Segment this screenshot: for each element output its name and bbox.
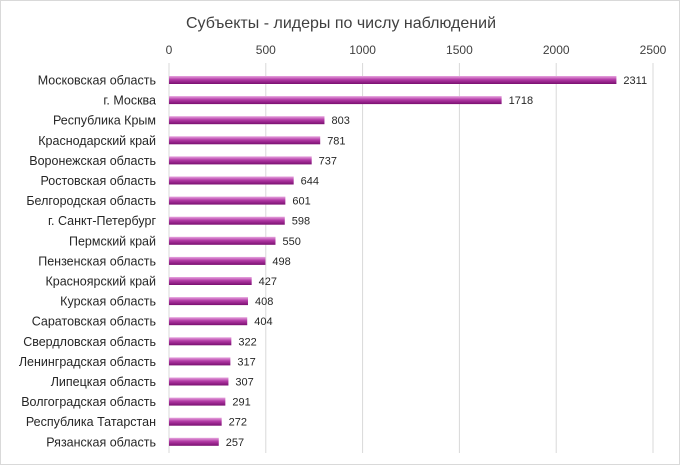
category-label: Липецкая область [51, 375, 156, 389]
data-label: 601 [292, 196, 310, 208]
bar [169, 136, 321, 145]
x-tick-label: 500 [256, 43, 276, 57]
category-label: Красноярский край [45, 275, 156, 289]
data-label: 322 [238, 336, 256, 348]
x-tick-label: 0 [166, 43, 173, 57]
category-label: Белгородская область [26, 194, 156, 208]
data-label: 737 [319, 155, 337, 167]
data-label: 427 [259, 276, 277, 288]
x-tick-label: 2000 [543, 43, 570, 57]
data-label: 2311 [623, 75, 647, 87]
data-label: 257 [226, 437, 244, 449]
category-label: Республика Татарстан [26, 415, 156, 429]
bar [169, 96, 502, 105]
category-label: Воронежская область [29, 154, 156, 168]
x-axis-ticks: 0 500 1000 1500 2000 2500 [166, 43, 667, 57]
category-label: Курская область [60, 295, 156, 309]
bar [169, 76, 617, 84]
category-label: Республика Крым [53, 114, 156, 128]
bar [169, 417, 222, 426]
bar [169, 176, 294, 185]
category-label: Свердловская область [23, 335, 156, 349]
bar [169, 317, 248, 326]
x-tick-label: 1500 [446, 43, 473, 57]
category-label: Ленинградская область [19, 355, 156, 369]
x-tick-label: 2500 [640, 43, 667, 57]
bar [169, 297, 248, 306]
category-label: Пензенская область [38, 254, 156, 268]
bar [169, 196, 286, 205]
bar [169, 116, 325, 125]
category-label: Московская область [38, 74, 156, 88]
data-label: 1718 [509, 95, 533, 107]
bar [169, 277, 252, 285]
data-label: 550 [282, 236, 300, 248]
data-label: 644 [301, 176, 319, 188]
category-label: Саратовская область [32, 315, 156, 329]
data-label: 272 [229, 417, 247, 429]
chart-title: Субъекты - лидеры по числу наблюдений [186, 15, 496, 32]
data-label: 498 [272, 256, 290, 268]
data-label: 781 [327, 135, 345, 147]
bar [169, 397, 226, 406]
data-label: 317 [237, 356, 255, 368]
category-label: Волгоградская область [21, 395, 156, 409]
data-label: 291 [232, 397, 250, 409]
bar [169, 437, 219, 446]
x-tick-label: 1000 [349, 43, 376, 57]
category-label: Краснодарский край [38, 134, 156, 148]
data-label: 408 [255, 296, 273, 308]
bar [169, 357, 231, 366]
bar [169, 256, 266, 265]
bar [169, 156, 312, 165]
bar [169, 236, 276, 245]
bar [169, 377, 229, 386]
gridlines [168, 63, 654, 453]
category-label: Рязанская область [46, 435, 156, 449]
bar [169, 337, 232, 346]
data-label: 307 [235, 377, 253, 389]
category-label: Ростовская область [41, 174, 157, 188]
bar [169, 216, 285, 225]
category-label: г. Санкт-Петербург [48, 214, 156, 228]
category-labels: Московская область г. Москва Республика Кр… [19, 74, 157, 450]
data-label: 598 [292, 216, 310, 228]
bars [169, 76, 617, 446]
category-label: Пермский край [69, 234, 156, 248]
data-label: 404 [254, 316, 272, 328]
category-label: г. Москва [103, 94, 156, 108]
data-label: 803 [331, 115, 349, 127]
